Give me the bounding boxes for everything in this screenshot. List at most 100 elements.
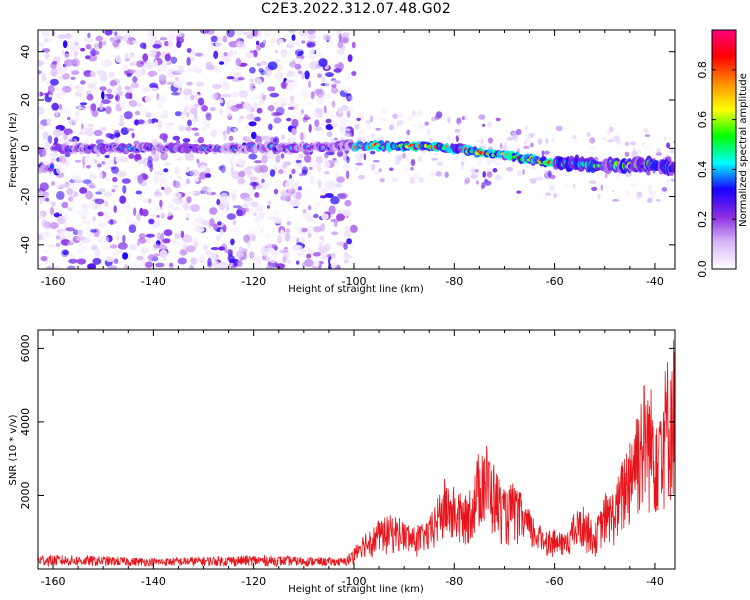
noise-blob [186,178,191,185]
noise-blob [131,220,138,225]
noise-blob [290,95,295,102]
noise-blob [152,44,162,49]
noise-blob [304,114,309,118]
noise-blob [424,121,430,126]
noise-blob [428,172,437,178]
noise-blob [145,261,153,268]
noise-blob [53,129,62,137]
colorbar-label: Normalized spectral amplitude [738,73,749,227]
noise-blob [317,73,322,78]
noise-blob [360,129,364,135]
noise-blob [242,102,252,110]
noise-blob [114,95,119,101]
noise-blob [249,82,255,92]
noise-blob [88,54,97,62]
noise-blob [38,60,45,67]
noise-blob [306,101,313,106]
noise-blob [218,61,225,65]
noise-blob [162,254,167,262]
noise-blob [306,225,314,234]
noise-blob [308,186,312,195]
noise-blob [269,169,276,177]
noise-blob [313,259,320,268]
noise-blob [323,105,327,114]
noise-blob [122,252,129,260]
noise-blob [447,135,451,142]
spectrogram-x-label: Height of straight line (km) [288,284,424,295]
noise-blob [136,159,144,164]
noise-blob [506,136,514,141]
noise-blob [342,163,351,170]
noise-blob [246,113,255,121]
noise-blob [312,226,323,233]
noise-blob [98,40,103,49]
noise-blob [418,124,425,129]
noise-blob [47,265,52,269]
noise-blob [178,124,185,132]
noise-blob [48,152,59,157]
noise-blob [174,111,182,117]
colorbar-tick-label: 0.0 [696,260,709,278]
noise-blob [197,136,205,144]
noise-blob [230,238,235,246]
noise-blob [549,184,555,192]
x-tick-label: -40 [646,575,664,588]
noise-blob [397,120,405,123]
noise-blob [378,168,382,173]
noise-blob [137,237,147,244]
noise-blob [317,180,322,189]
noise-blob [104,178,111,182]
noise-blob [412,110,416,117]
noise-blob [119,157,129,162]
noise-blob [379,178,385,183]
noise-blob [158,74,167,81]
noise-blob [62,40,68,49]
noise-blob [263,30,272,37]
noise-blob [79,242,83,247]
noise-blob [338,33,342,42]
noise-blob [147,155,153,164]
noise-blob [148,218,155,225]
noise-blob [260,172,269,178]
noise-blob [297,70,303,75]
noise-blob [44,51,50,60]
noise-blob [274,49,278,54]
noise-blob [410,158,416,167]
noise-blob [154,206,159,211]
noise-blob [239,115,244,120]
noise-blob [121,37,129,42]
noise-blob [530,178,537,184]
noise-blob [275,263,286,269]
noise-blob [231,91,240,98]
noise-blob [600,184,603,191]
noise-blob [75,235,86,242]
noise-blob [150,87,159,92]
noise-blob [251,131,257,140]
noise-blob [67,116,71,120]
snr-x-ticks: -160 -140 -120 -100 -80 -60 -40 [41,330,664,588]
noise-blob [428,137,433,142]
noise-blob [90,229,97,233]
noise-blob [245,200,251,205]
noise-blob [123,263,128,269]
noise-blob [176,175,182,180]
noise-blob [154,170,164,177]
noise-blob [231,170,241,180]
x-tick-label: -60 [546,575,564,588]
noise-blob [532,131,537,136]
noise-blob [74,50,79,57]
noise-blob [186,235,193,243]
noise-blob [360,153,364,159]
noise-blob [300,132,304,141]
noise-blob [72,118,79,123]
noise-blob [476,139,480,143]
noise-blob [64,33,72,40]
noise-blob [56,242,60,247]
noise-blob [93,129,103,137]
noise-blob [325,72,334,78]
noise-blob [370,150,376,155]
noise-blob [365,119,371,125]
noise-blob [309,48,316,55]
noise-blob [146,237,151,244]
noise-blob [101,91,105,100]
